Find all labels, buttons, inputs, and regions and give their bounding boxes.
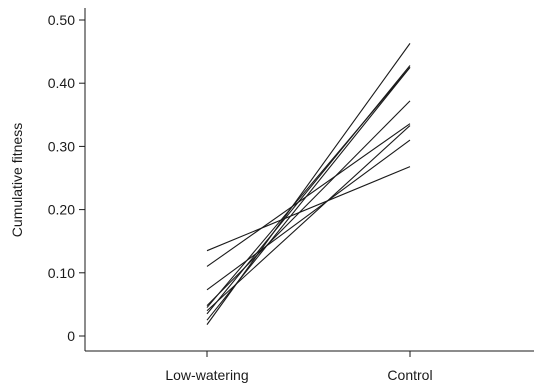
series-line [206,43,411,325]
series-line [206,100,411,307]
y-tick-label: 0.20 [48,202,75,218]
x-tick-label: Low-watering [165,367,248,383]
series-lines [206,43,411,325]
y-tick-label: 0.10 [48,265,75,281]
axes [84,8,534,352]
series-line [206,125,411,312]
x-axis-ticks: Low-watering Control [165,351,433,383]
y-tick-label: 0.40 [48,75,75,91]
y-tick-label: 0 [67,328,75,344]
series-line [206,166,411,252]
series-line [206,139,411,291]
series-line [206,65,411,315]
y-tick-label: 0.30 [48,138,75,154]
series-line [206,123,411,267]
y-tick-label: 0.50 [48,12,75,28]
y-axis-ticks: 0 0.10 0.20 0.30 0.40 0.50 [48,12,85,344]
y-axis-title: Cumulative fitness [9,123,25,237]
x-tick-label: Control [387,367,432,383]
